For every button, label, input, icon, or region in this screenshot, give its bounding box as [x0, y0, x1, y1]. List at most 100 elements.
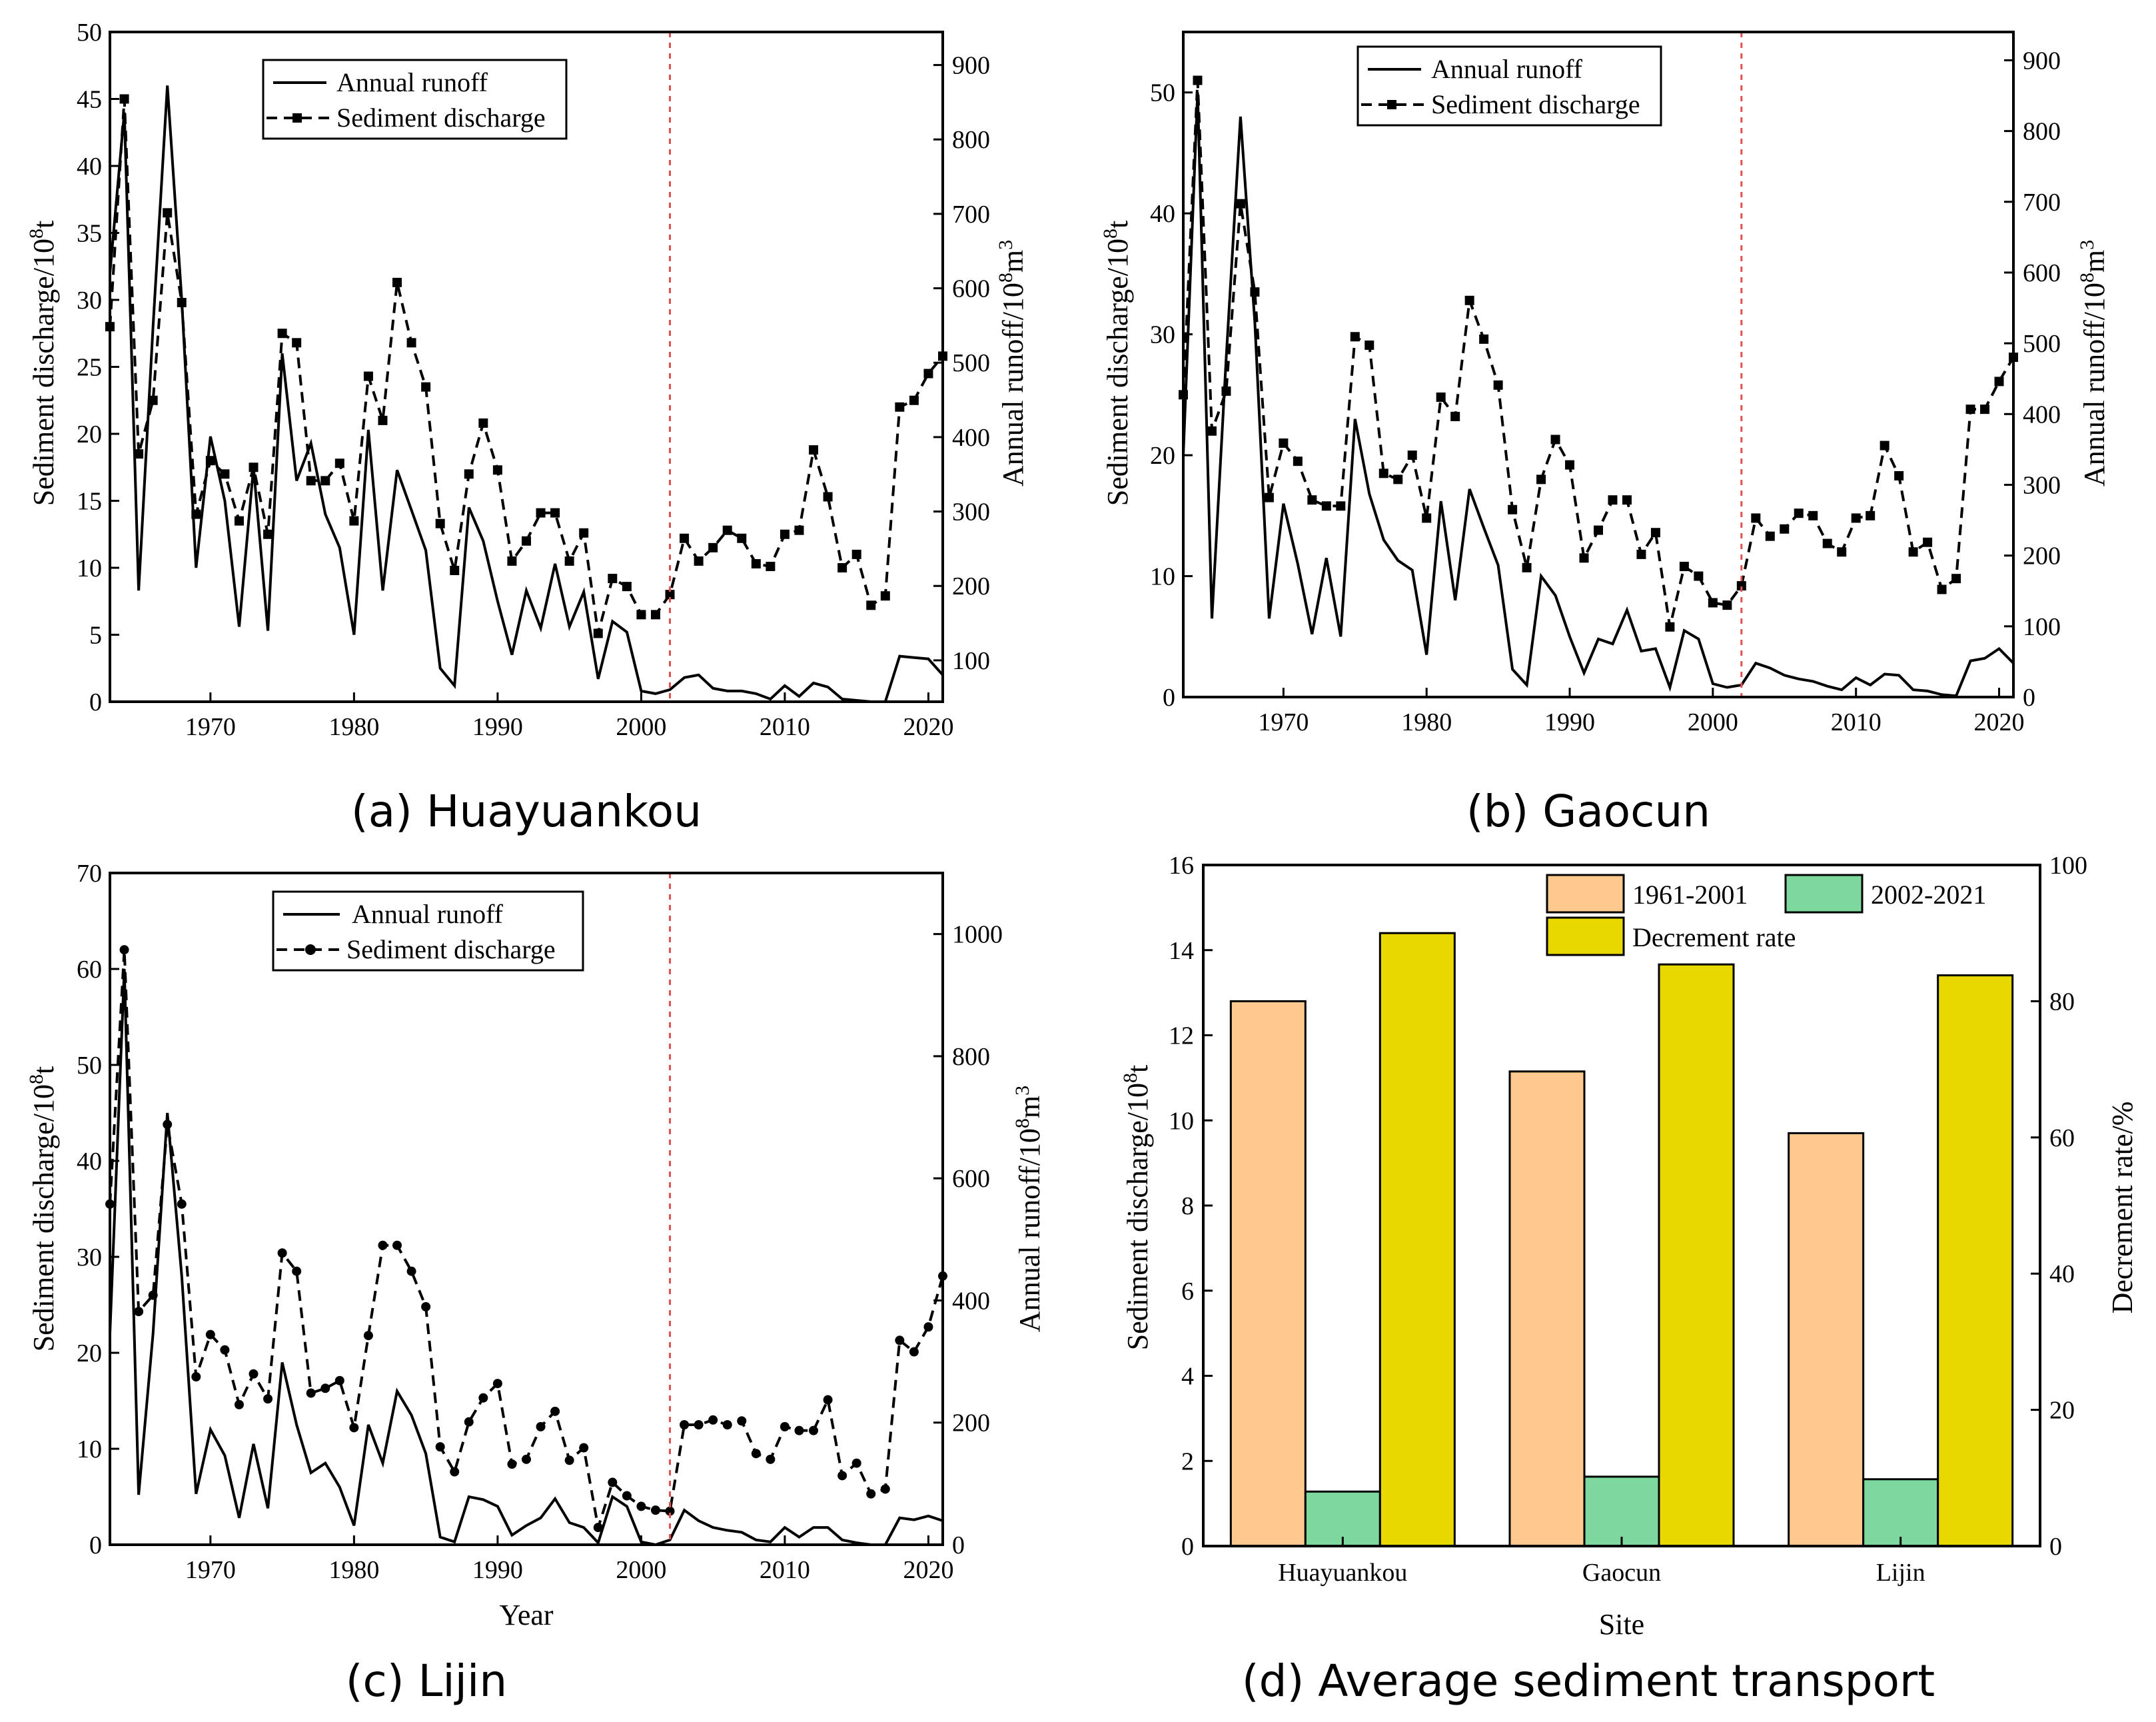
sediment-point	[435, 518, 445, 528]
sediment-point	[1493, 380, 1503, 390]
sediment-point	[780, 529, 790, 539]
sediment-point	[363, 1331, 373, 1341]
right-tick-label: 800	[952, 126, 990, 154]
sediment-point	[1193, 75, 1203, 85]
sediment-point	[1866, 510, 1876, 520]
right-tick-label: 800	[952, 1043, 990, 1071]
right-tick-label: 80	[2049, 988, 2075, 1016]
sediment-point	[923, 1322, 933, 1332]
sediment-point	[1279, 438, 1289, 448]
sediment-point	[249, 462, 259, 472]
category-label: Gaocun	[1582, 1559, 1661, 1587]
legend-label-2002-2021: 2002-2021	[1871, 880, 1986, 910]
sediment-point	[191, 509, 201, 519]
sediment-point	[751, 1449, 761, 1459]
sediment-point	[205, 1329, 215, 1339]
sediment-point	[163, 208, 173, 218]
x-tick-label: 2020	[1974, 708, 2025, 736]
sediment-point	[665, 1506, 675, 1516]
x-tick-label: 1980	[328, 713, 379, 741]
left-axis-label: Sediment discharge/108t	[1119, 1065, 1154, 1350]
sediment-point	[1464, 295, 1474, 305]
sediment-point	[1450, 412, 1460, 422]
right-tick-label: 400	[2023, 401, 2061, 429]
right-tick-label: 700	[2023, 189, 2061, 217]
legend-box	[272, 890, 584, 972]
right-tick-label: 400	[952, 1287, 990, 1315]
right-tick-label: 600	[2023, 259, 2061, 287]
sediment-point	[492, 1379, 502, 1389]
sediment-point	[1436, 392, 1446, 402]
sediment-point	[1923, 537, 1933, 547]
bar-2002-2021	[1583, 1475, 1660, 1547]
left-tick-label: 12	[1169, 1022, 1194, 1050]
right-tick-label: 300	[2023, 471, 2061, 499]
plot-frame	[1182, 31, 2015, 698]
left-tick-label: 70	[77, 860, 102, 888]
x-tick-label: 2000	[616, 1556, 666, 1584]
sediment-point	[220, 1345, 230, 1355]
sediment-point	[1794, 508, 1804, 518]
sediment-point	[1565, 460, 1575, 470]
x-tick-label: 1980	[328, 1556, 379, 1584]
right-tick-label: 100	[2049, 852, 2087, 880]
sediment-point	[694, 556, 704, 566]
sediment-point	[665, 590, 675, 600]
legend-swatch-1961-2001	[1546, 874, 1625, 914]
sediment-point	[1765, 531, 1775, 541]
sediment-point	[766, 561, 776, 571]
sediment-point	[492, 465, 502, 475]
right-tick-label: 60	[2049, 1124, 2075, 1152]
sediment-point	[564, 1455, 574, 1465]
sediment-point	[163, 1120, 173, 1130]
sediment-point	[1837, 547, 1847, 557]
left-tick-label: 45	[77, 86, 102, 114]
sediment-point	[1679, 562, 1689, 572]
right-tick-label: 100	[952, 647, 990, 675]
sediment-point	[722, 1420, 732, 1429]
bar-1961-2001	[1229, 1000, 1307, 1547]
legend-sediment-marker	[1387, 100, 1396, 109]
panel-caption: (a) Huayuankou	[351, 786, 702, 837]
sediment-point	[708, 1415, 718, 1425]
sediment-point	[1479, 334, 1489, 344]
right-tick-label: 600	[952, 275, 990, 303]
right-tick-label: 200	[952, 1409, 990, 1437]
sediment-point	[134, 1307, 144, 1317]
left-tick-label: 10	[77, 554, 102, 582]
left-tick-label: 30	[1150, 321, 1175, 349]
left-tick-label: 30	[77, 287, 102, 315]
bar-decrement-rate	[1378, 932, 1456, 1547]
sediment-point	[851, 1458, 861, 1468]
sediment-point	[1894, 470, 1904, 480]
left-tick-label: 5	[89, 622, 102, 650]
left-axis-label: Sediment discharge/108t	[25, 1066, 60, 1351]
panel-caption: (d) Average sediment transport	[1242, 1655, 1935, 1707]
sediment-point	[1608, 495, 1618, 505]
sediment-point	[478, 418, 488, 428]
sediment-point	[421, 1301, 431, 1311]
sediment-point	[880, 1484, 890, 1494]
sediment-point	[694, 1420, 704, 1429]
right-tick-label: 0	[2049, 1533, 2062, 1561]
right-tick-label: 400	[952, 424, 990, 452]
left-tick-label: 8	[1181, 1192, 1194, 1220]
left-tick-label: 10	[77, 1435, 102, 1463]
left-tick-label: 14	[1169, 937, 1194, 965]
sediment-point	[837, 563, 847, 572]
left-tick-label: 10	[1169, 1107, 1194, 1135]
sediment-point	[866, 1489, 876, 1499]
sediment-point	[579, 1443, 589, 1453]
sediment-point	[1293, 456, 1303, 466]
right-tick-label: 300	[952, 498, 990, 526]
sediment-point	[895, 1335, 905, 1345]
right-tick-label: 900	[2023, 47, 2061, 75]
sediment-point	[1622, 495, 1632, 505]
sediment-point	[536, 1421, 546, 1431]
legend-sediment-label: Sediment discharge	[336, 103, 546, 133]
x-tick-label: 2020	[903, 713, 953, 741]
x-tick-label: 2010	[760, 1556, 810, 1584]
annual-runoff-line	[109, 85, 944, 703]
